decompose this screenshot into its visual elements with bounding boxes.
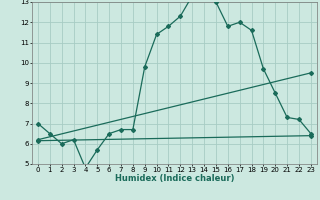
X-axis label: Humidex (Indice chaleur): Humidex (Indice chaleur) bbox=[115, 174, 234, 183]
